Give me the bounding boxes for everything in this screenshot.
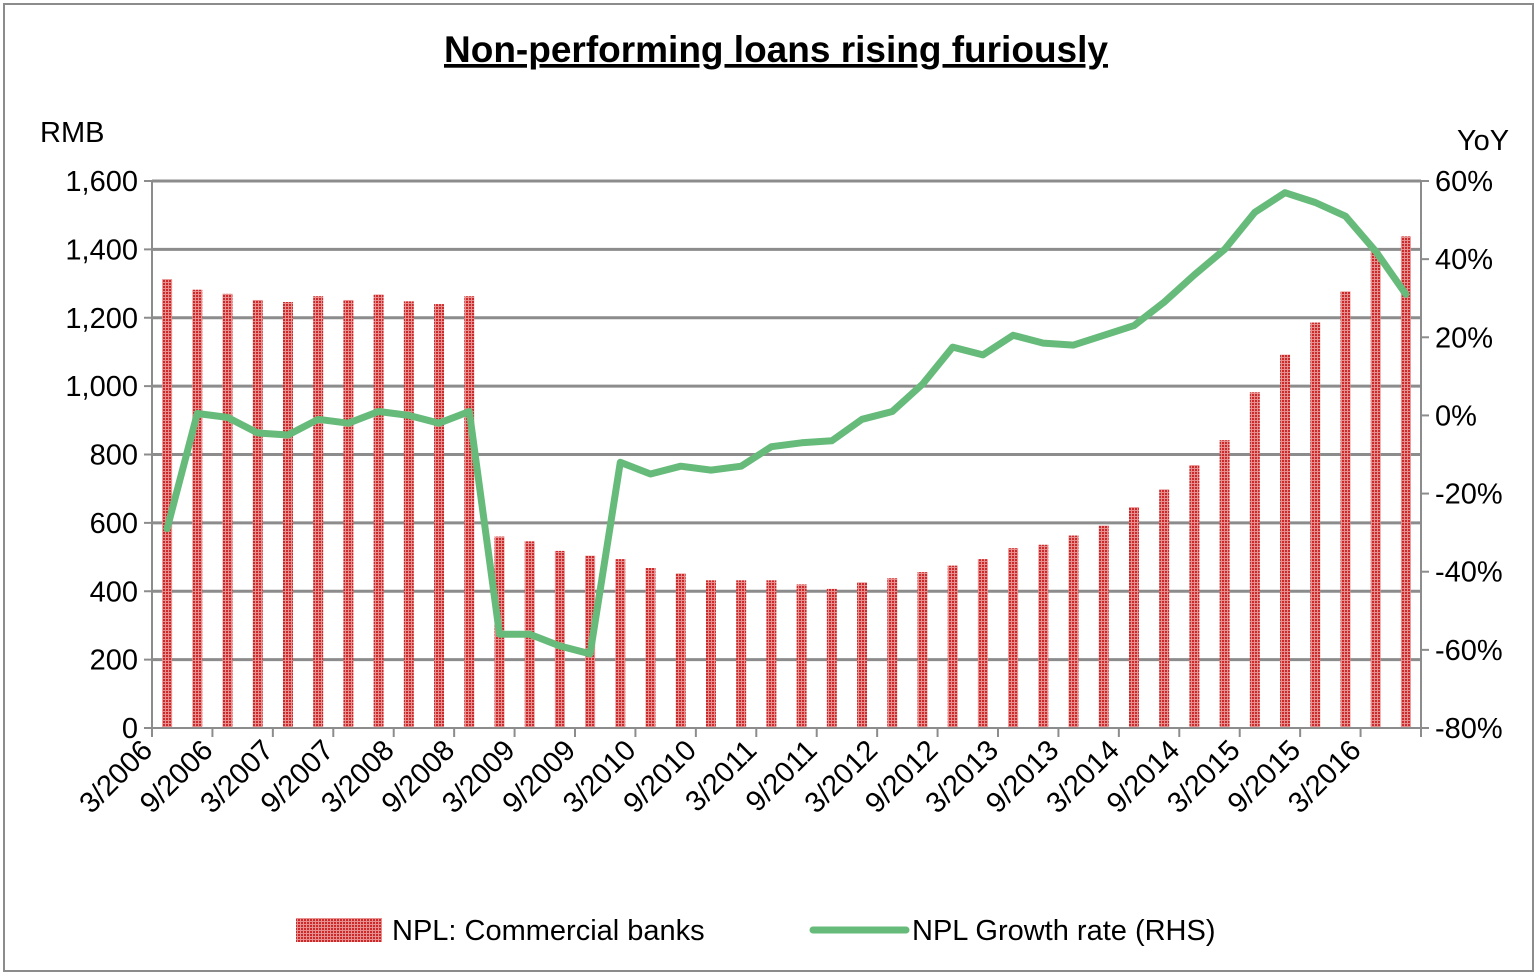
npl-bar <box>615 559 626 728</box>
left-tick-label: 1,000 <box>65 371 138 403</box>
chart-title: Non-performing loans rising furiously <box>444 29 1108 70</box>
npl-bar <box>796 584 807 728</box>
npl-bar <box>645 568 656 728</box>
npl-bar <box>1128 507 1139 728</box>
legend-bar-swatch <box>296 918 382 942</box>
left-tick-label: 1,200 <box>65 303 138 335</box>
npl-bar <box>977 559 988 728</box>
right-tick-label: -40% <box>1435 557 1503 589</box>
gridlines <box>152 179 1421 662</box>
npl-bar <box>1370 251 1381 728</box>
npl-bar <box>736 580 747 728</box>
npl-bar <box>857 582 868 728</box>
npl-bar <box>1189 465 1200 728</box>
npl-bar <box>282 302 293 728</box>
npl-bar <box>1280 354 1291 728</box>
npl-bar <box>1310 322 1321 728</box>
npl-bar <box>222 293 233 728</box>
left-tick-label: 200 <box>90 645 138 677</box>
npl-bar <box>252 299 263 728</box>
right-tick-label: 0% <box>1435 400 1477 432</box>
left-tick-label: 1,400 <box>65 234 138 266</box>
npl-bar <box>192 289 203 728</box>
npl-bar <box>1038 544 1049 728</box>
left-tick-label: 600 <box>90 508 138 540</box>
npl-bar <box>1340 291 1351 728</box>
npl-bar <box>705 580 716 728</box>
left-tick-label: 400 <box>90 576 138 608</box>
line-series <box>163 189 1410 658</box>
legend-bar-label: NPL: Commercial banks <box>392 915 705 947</box>
bar-series <box>162 236 1411 729</box>
right-axis-unit: YoY <box>1457 125 1509 157</box>
right-tick-label: 40% <box>1435 244 1493 276</box>
left-tick-label: 0 <box>122 713 138 745</box>
legend-line-label: NPL Growth rate (RHS) <box>912 915 1216 947</box>
npl-bar <box>826 588 837 728</box>
npl-bar <box>1098 525 1109 728</box>
npl-bar <box>1159 489 1170 728</box>
npl-bar <box>1008 548 1019 728</box>
npl-bar <box>162 279 173 728</box>
left-axis-unit: RMB <box>40 117 104 149</box>
npl-bar <box>464 296 475 728</box>
npl-bar <box>947 565 958 728</box>
npl-bar <box>373 294 384 728</box>
chart-frame <box>3 3 1534 972</box>
left-tick-label: 800 <box>90 440 138 472</box>
right-tick-label: 20% <box>1435 322 1493 354</box>
npl-bar <box>403 301 414 728</box>
right-tick-label: -60% <box>1435 635 1503 667</box>
right-tick-label: -80% <box>1435 713 1503 745</box>
npl-bar <box>917 572 928 728</box>
npl-bar <box>887 578 898 728</box>
legend: NPL: Commercial banks NPL Growth rate (R… <box>296 915 1216 947</box>
npl-bar <box>1068 535 1079 728</box>
npl-bar <box>434 304 445 728</box>
npl-bar <box>554 550 565 728</box>
npl-bar <box>1219 440 1230 728</box>
npl-bar <box>343 299 354 728</box>
npl-bar <box>766 580 777 728</box>
right-tick-label: -20% <box>1435 479 1503 511</box>
npl-bar <box>1400 236 1411 729</box>
left-tick-label: 1,600 <box>65 166 138 198</box>
npl-bar <box>675 573 686 728</box>
growth-rate-line <box>163 189 1410 658</box>
npl-bar <box>313 296 324 728</box>
npl-bar <box>1249 392 1260 728</box>
right-tick-label: 60% <box>1435 166 1493 198</box>
